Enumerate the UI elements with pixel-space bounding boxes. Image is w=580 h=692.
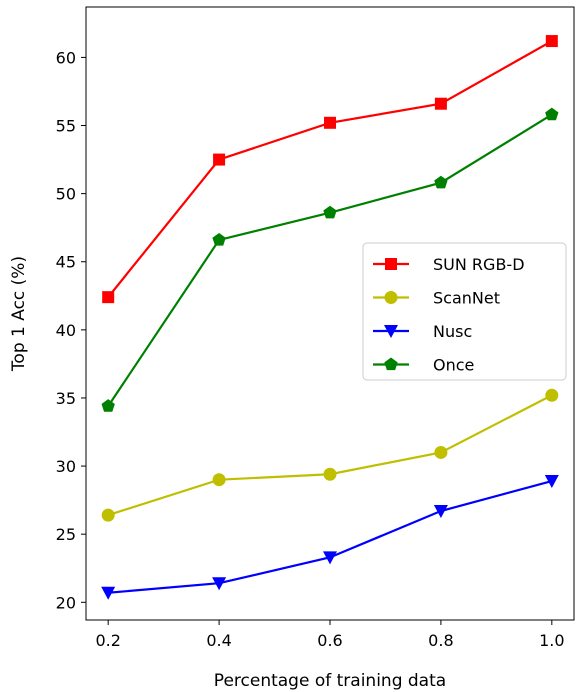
data-point xyxy=(545,35,558,48)
x-tick-label: 0.2 xyxy=(95,631,120,650)
y-tick-label: 60 xyxy=(56,48,76,67)
series-line xyxy=(107,394,553,517)
plot-content xyxy=(101,35,559,600)
series-once xyxy=(101,107,559,412)
y-tick-label: 45 xyxy=(56,253,76,272)
x-tick-label: 0.4 xyxy=(206,631,231,650)
y-axis-label: Top 1 Acc (%) xyxy=(9,256,29,372)
y-tick-label: 20 xyxy=(56,593,76,612)
legend-box xyxy=(362,242,567,381)
legend-label: SUN RGB-D xyxy=(433,255,525,274)
y-tick-label: 35 xyxy=(56,389,76,408)
x-tick-label: 0.8 xyxy=(428,631,453,650)
data-point xyxy=(433,505,448,519)
x-axis-label: Percentage of training data xyxy=(214,671,446,691)
data-point xyxy=(101,586,116,600)
series-line xyxy=(108,479,553,594)
series-scannet xyxy=(101,388,559,522)
data-point xyxy=(323,205,337,219)
data-point xyxy=(434,445,448,459)
series-sun-rgb-d xyxy=(102,35,558,304)
data-point xyxy=(545,388,559,402)
legend-item: Once xyxy=(373,356,474,375)
legend: SUN RGB-D ScanNet Nusc Once xyxy=(362,242,567,381)
legend-item: ScanNet xyxy=(373,289,500,308)
data-point xyxy=(213,153,226,166)
y-tick-label: 40 xyxy=(56,321,76,340)
data-point xyxy=(101,508,115,522)
y-tick-label: 30 xyxy=(56,457,76,476)
x-tick-label: 1.0 xyxy=(539,631,564,650)
data-point xyxy=(545,107,559,121)
y-axis-ticks: 20 25 30 35 40 45 50 55 60 xyxy=(56,48,86,612)
legend-label: Once xyxy=(433,356,474,375)
legend-marker xyxy=(384,291,398,304)
data-point xyxy=(323,551,337,565)
legend-marker xyxy=(384,357,398,371)
data-point xyxy=(434,175,448,189)
y-tick-label: 50 xyxy=(56,185,76,204)
data-point xyxy=(212,232,226,246)
data-point xyxy=(212,577,227,591)
legend-label: Nusc xyxy=(433,322,472,341)
legend-marker xyxy=(385,258,397,270)
data-point xyxy=(102,291,115,304)
data-point xyxy=(324,116,336,129)
legend-item: SUN RGB-D xyxy=(373,255,525,274)
data-point xyxy=(101,399,115,412)
data-point xyxy=(544,475,559,489)
x-axis-ticks: 0.2 0.4 0.6 0.8 1.0 xyxy=(95,620,565,650)
legend-marker xyxy=(384,325,398,338)
y-tick-label: 25 xyxy=(56,525,76,544)
legend-label: ScanNet xyxy=(433,289,500,308)
legend-item: Nusc xyxy=(373,322,472,341)
y-tick-label: 55 xyxy=(56,117,76,136)
series-nusc xyxy=(101,475,559,600)
data-point xyxy=(323,467,337,481)
x-tick-label: 0.6 xyxy=(317,631,342,650)
data-point xyxy=(434,97,447,110)
data-point xyxy=(212,473,226,487)
